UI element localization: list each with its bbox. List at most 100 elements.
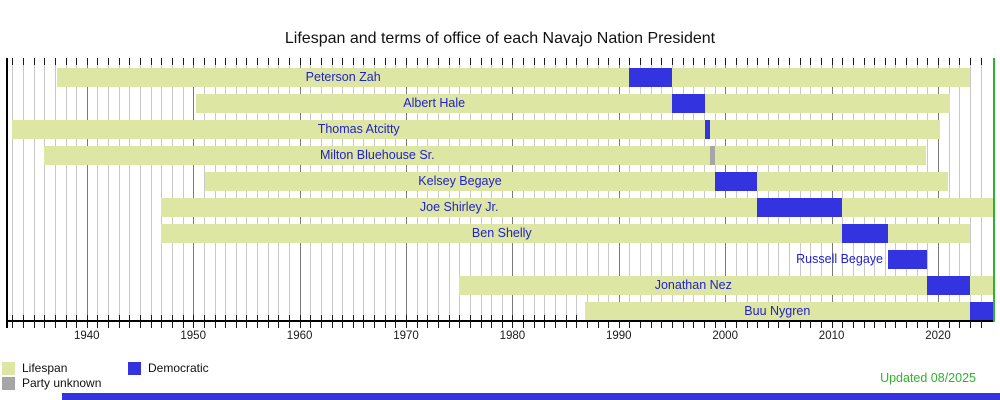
axis-label-1990: 1990 <box>606 330 632 342</box>
term-bar-buu-nygren <box>969 302 994 321</box>
tick-top-1963 <box>331 58 333 65</box>
gridline-1951 <box>203 58 205 321</box>
gridline-1943 <box>118 58 120 321</box>
lifespan-bar-jonathan-nez <box>459 276 994 295</box>
tick-top-1987 <box>586 58 588 65</box>
tick-top-1971 <box>416 58 418 65</box>
tick-top-1983 <box>544 58 546 65</box>
tick-top-1941 <box>97 58 99 65</box>
tick-top-1994 <box>661 58 663 65</box>
tick-top-1950 <box>193 58 195 65</box>
gridline-1934 <box>23 58 24 321</box>
tick-top-1939 <box>76 58 78 65</box>
president-name-kelsey-begaye: Kelsey Begaye <box>418 174 502 188</box>
tick-top-1996 <box>682 58 684 65</box>
tick-top-1952 <box>214 58 216 65</box>
tick-top-1986 <box>576 58 578 65</box>
tick-top-1969 <box>395 58 397 65</box>
tick-top-1953 <box>225 58 227 65</box>
tick-top-1981 <box>523 58 524 65</box>
term-bar-kelsey-begaye <box>715 172 758 191</box>
gridline-1942 <box>108 58 110 321</box>
tick-top-1976 <box>469 58 471 65</box>
axis-label-1940: 1940 <box>74 330 100 342</box>
tick-top-1957 <box>267 58 269 65</box>
axis-label-2010: 2010 <box>818 330 845 342</box>
tick-top-1959 <box>289 58 290 65</box>
tick-top-1988 <box>597 58 599 65</box>
lifespan-bar-ben-shelly <box>161 224 970 243</box>
tick-top-1935 <box>33 58 35 65</box>
tick-top-2016 <box>895 58 897 65</box>
tick-top-1958 <box>278 58 280 65</box>
gridline-2022 <box>959 58 961 321</box>
legend-label-democratic: Democratic <box>148 361 209 375</box>
tick-top-2007 <box>799 58 801 65</box>
gridline-1945 <box>140 58 141 321</box>
tick-top-1990 <box>618 58 620 65</box>
gridline-2023 <box>969 58 971 321</box>
president-name-peterson-zah: Peterson Zah <box>305 70 381 84</box>
tick-top-1937 <box>54 58 56 65</box>
tick-top-1977 <box>480 58 482 65</box>
gridline-1949 <box>182 58 184 321</box>
president-name-ben-shelly: Ben Shelly <box>471 226 532 240</box>
tick-top-2022 <box>959 58 961 65</box>
tick-top-1954 <box>235 58 237 65</box>
tick-top-2009 <box>821 58 822 65</box>
tick-top-2019 <box>927 58 929 65</box>
axis-label-1970: 1970 <box>393 330 419 342</box>
tick-top-1951 <box>203 58 205 65</box>
tick-top-1989 <box>608 58 610 65</box>
tick-top-1944 <box>129 58 131 65</box>
tick-top-2001 <box>735 58 737 65</box>
term-bar-albert-hale <box>672 94 705 113</box>
democratic-swatch <box>128 362 141 375</box>
term-bar-peterson-zah <box>629 68 672 87</box>
gridline-1933 <box>12 58 14 321</box>
chart-title: Lifespan and terms of office of each Nav… <box>284 30 716 47</box>
tick-top-1974 <box>448 58 450 65</box>
tick-top-1985 <box>565 58 567 65</box>
term-bar-milton-bluehouse-sr <box>710 146 716 165</box>
tick-top-1999 <box>714 58 716 65</box>
tick-top-1943 <box>118 58 120 65</box>
tick-top-1997 <box>693 58 695 65</box>
gridline-1936 <box>44 58 46 321</box>
tick-top-1945 <box>140 58 141 65</box>
tick-top-1960 <box>299 58 301 65</box>
tick-top-1962 <box>320 58 322 65</box>
tick-top-1967 <box>374 58 376 65</box>
tick-top-1970 <box>406 58 407 65</box>
president-name-russell-begaye: Russell Begaye <box>796 252 883 266</box>
tick-top-1992 <box>640 58 642 65</box>
tick-top-1978 <box>491 58 493 65</box>
tick-top-2011 <box>842 58 844 65</box>
tick-top-1946 <box>150 58 152 65</box>
lifespan-bar-peterson-zah <box>57 68 970 87</box>
tick-top-2014 <box>874 58 876 65</box>
axis-label-2020: 2020 <box>925 330 951 342</box>
tick-top-1982 <box>533 58 535 65</box>
tick-top-2004 <box>767 58 769 65</box>
tick-top-1975 <box>459 58 461 65</box>
bottom-scrollbar-thumb[interactable] <box>62 393 1000 400</box>
now-line <box>993 58 996 322</box>
tick-top-2021 <box>948 58 950 65</box>
tick-top-1940 <box>86 58 88 65</box>
tick-top-1934 <box>23 58 24 65</box>
tick-top-1979 <box>501 58 503 65</box>
tick-top-1966 <box>363 58 365 65</box>
president-name-joe-shirley-jr: Joe Shirley Jr. <box>419 200 499 214</box>
lifespan-swatch <box>2 362 15 375</box>
president-name-jonathan-nez: Jonathan Nez <box>654 278 732 292</box>
updated-note: Updated 08/2025 <box>880 371 976 385</box>
tick-top-2017 <box>906 58 908 65</box>
lifespan-bar-joe-shirley-jr <box>161 198 994 217</box>
tick-top-1993 <box>650 58 652 65</box>
tick-top-2024 <box>980 58 982 65</box>
term-bar-ben-shelly <box>842 224 888 243</box>
tick-top-2010 <box>831 58 833 65</box>
term-bar-jonathan-nez <box>927 276 970 295</box>
